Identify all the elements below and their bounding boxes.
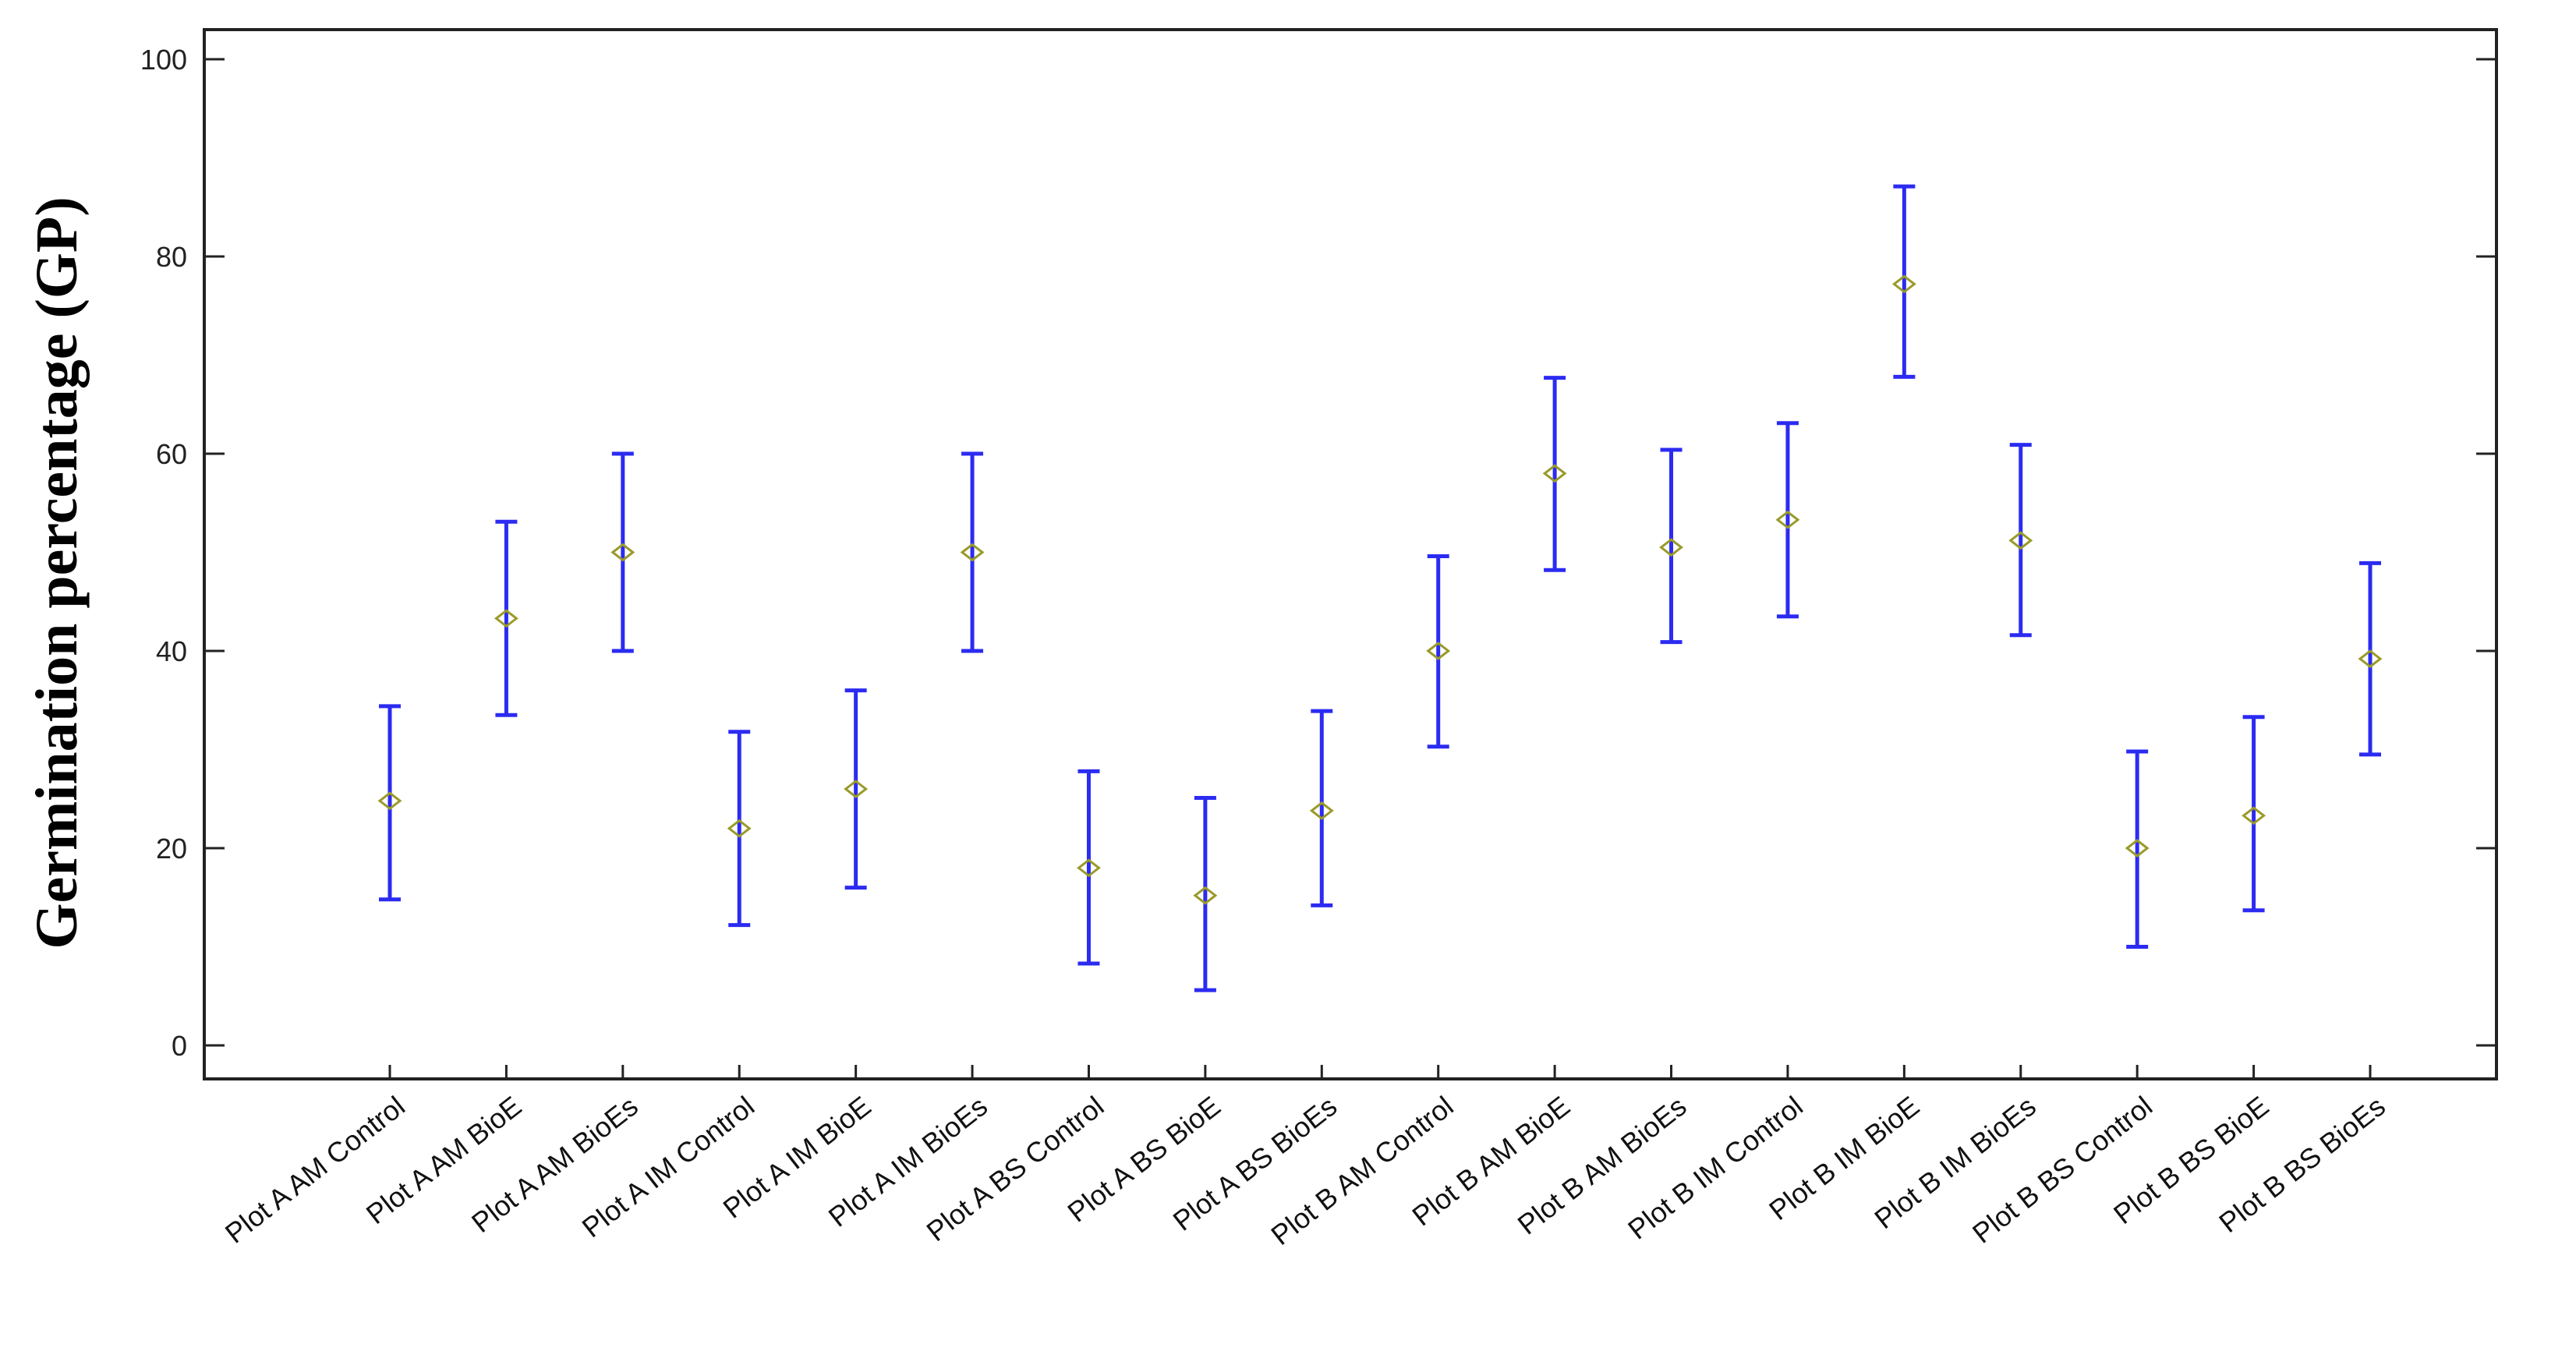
plot-frame bbox=[203, 28, 2498, 1080]
mean-point bbox=[610, 543, 635, 562]
y-axis-label: Germination percentage (GP) bbox=[24, 196, 90, 949]
mean-point bbox=[1775, 510, 1800, 529]
y-tick-label: 20 bbox=[156, 833, 187, 865]
y-tick-label: 100 bbox=[140, 44, 187, 76]
mean-point bbox=[2242, 806, 2266, 826]
mean-point bbox=[1542, 464, 1567, 483]
y-tick-label: 60 bbox=[156, 438, 187, 470]
chart-marks bbox=[377, 184, 2383, 992]
mean-point bbox=[1193, 886, 1218, 905]
y-axis: 0 20 40 60 80 100 bbox=[140, 44, 2496, 1062]
mean-point bbox=[1426, 642, 1451, 660]
mean-point bbox=[494, 609, 518, 628]
y-tick-label: 0 bbox=[172, 1030, 187, 1062]
mean-point bbox=[2125, 839, 2150, 858]
mean-point bbox=[960, 543, 985, 562]
y-tick-label: 80 bbox=[156, 241, 187, 273]
mean-point bbox=[2008, 531, 2033, 550]
mean-point bbox=[1309, 801, 1334, 820]
mean-point bbox=[727, 819, 752, 838]
mean-point bbox=[377, 791, 402, 811]
mean-point bbox=[1077, 858, 1101, 878]
mean-point bbox=[1659, 538, 1683, 557]
mean-point bbox=[1891, 274, 1916, 294]
y-tick-label: 40 bbox=[156, 635, 187, 667]
mean-point bbox=[844, 780, 869, 798]
mean-point bbox=[2358, 649, 2383, 669]
